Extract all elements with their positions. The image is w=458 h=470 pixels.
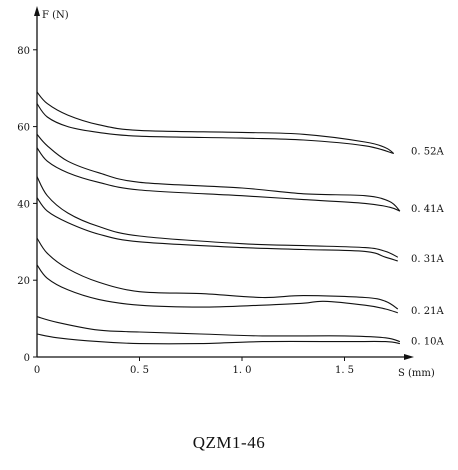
series-label: 0. 21A [411,306,444,317]
series-0 [36,91,395,155]
series-label: 0. 41A [411,204,444,215]
series-label: 0. 31A [411,254,444,265]
y-axis-label: F (N) [42,10,69,21]
series-upper-curve [36,133,401,212]
series-label: 0. 10A [411,337,444,348]
ticks: 0 20 40 60 80 0 0. 5 1. 0 1. 5 [17,46,354,376]
series-upper-curve [36,316,401,343]
curves [36,91,401,345]
series-3 [36,237,399,314]
series-labels: 0. 52A 0. 41A 0. 31A 0. 21A 0. 10A [411,146,444,347]
series-lower-curve [36,147,401,212]
y-tick-label: 0 [24,353,30,364]
series-4 [36,316,401,345]
series-1 [36,133,401,212]
figure-caption: QZM1-46 [192,433,266,452]
series-upper-curve [36,91,395,154]
series-lower-curve [36,197,398,262]
series-upper-curve [36,237,399,310]
y-tick-label: 60 [17,123,30,134]
y-axis-arrow [34,6,40,16]
x-axis-label: S (mm) [398,368,435,379]
force-stroke-chart: F (N) S (mm) 0 20 40 60 80 0 0. 5 1. 0 1. 5 0. 5… [17,6,444,379]
y-tick-label: 40 [17,199,30,210]
series-2 [36,176,399,262]
axes: F (N) S (mm) [34,6,435,379]
x-axis-arrow [404,354,414,360]
y-tick-label: 80 [17,46,30,57]
series-lower-curve [36,264,398,314]
x-tick-label: 0 [34,365,40,376]
series-label: 0. 52A [411,146,444,157]
series-upper-curve [36,176,399,258]
x-tick-label: 1. 0 [232,365,251,376]
series-lower-curve [36,103,394,155]
y-tick-label: 20 [17,276,30,287]
x-tick-label: 0. 5 [130,365,149,376]
x-tick-label: 1. 5 [335,365,354,376]
series-lower-curve [36,333,400,345]
